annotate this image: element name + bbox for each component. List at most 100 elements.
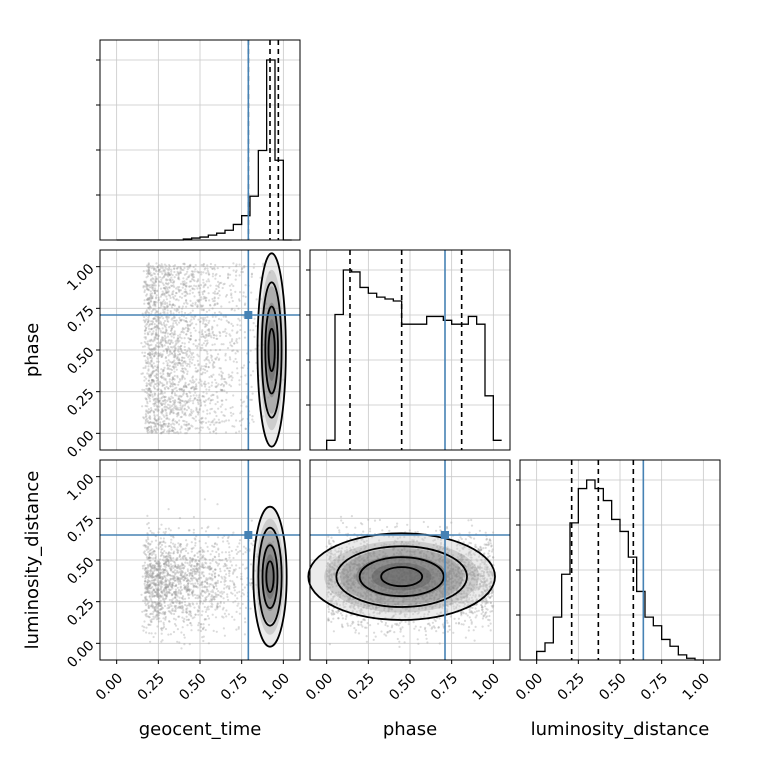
scatter-point bbox=[253, 336, 255, 338]
scatter-point bbox=[491, 610, 493, 612]
scatter-point bbox=[153, 308, 155, 310]
scatter-point bbox=[200, 584, 202, 586]
scatter-point bbox=[218, 574, 220, 576]
scatter-point bbox=[482, 547, 484, 549]
scatter-point bbox=[164, 269, 166, 271]
scatter-point bbox=[231, 329, 233, 331]
scatter-point bbox=[150, 385, 152, 387]
scatter-point bbox=[144, 376, 146, 378]
scatter-point bbox=[173, 271, 175, 273]
scatter-point bbox=[202, 395, 204, 397]
scatter-point bbox=[165, 356, 167, 358]
scatter-point bbox=[224, 584, 226, 586]
scatter-point bbox=[177, 338, 179, 340]
scatter-point bbox=[205, 577, 207, 579]
scatter-point bbox=[160, 524, 162, 526]
scatter-point bbox=[144, 341, 146, 343]
scatter-point bbox=[190, 583, 192, 585]
scatter-point bbox=[230, 561, 232, 563]
scatter-point bbox=[148, 396, 150, 398]
scatter-point bbox=[210, 568, 212, 570]
scatter-point bbox=[163, 550, 165, 552]
scatter-point bbox=[190, 304, 192, 306]
scatter-point bbox=[197, 345, 199, 347]
scatter-point bbox=[162, 332, 164, 334]
scatter-point bbox=[213, 424, 215, 426]
scatter-point bbox=[155, 376, 157, 378]
scatter-point bbox=[252, 370, 254, 372]
scatter-point bbox=[181, 416, 183, 418]
scatter-point bbox=[182, 564, 184, 566]
scatter-point bbox=[184, 288, 186, 290]
scatter-point bbox=[195, 330, 197, 332]
scatter-point bbox=[140, 594, 142, 596]
scatter-point bbox=[198, 563, 200, 565]
scatter-point bbox=[231, 616, 233, 618]
scatter-point bbox=[216, 562, 218, 564]
scatter-point bbox=[236, 331, 238, 333]
scatter-point bbox=[239, 384, 241, 386]
scatter-point bbox=[215, 422, 217, 424]
scatter-point bbox=[173, 268, 175, 270]
scatter-point bbox=[154, 578, 156, 580]
scatter-point bbox=[158, 565, 160, 567]
scatter-point bbox=[214, 569, 216, 571]
scatter-point bbox=[144, 553, 146, 555]
scatter-point bbox=[213, 361, 215, 363]
scatter-point bbox=[192, 276, 194, 278]
scatter-point bbox=[180, 574, 182, 576]
scatter-point bbox=[176, 567, 178, 569]
scatter-point bbox=[238, 298, 240, 300]
scatter-point bbox=[228, 572, 230, 574]
scatter-point bbox=[231, 283, 233, 285]
scatter-point bbox=[181, 601, 183, 603]
scatter-point bbox=[185, 317, 187, 319]
scatter-point bbox=[228, 551, 230, 553]
scatter-point bbox=[195, 302, 197, 304]
scatter-point bbox=[182, 269, 184, 271]
scatter-point bbox=[157, 610, 159, 612]
scatter-point bbox=[141, 611, 143, 613]
scatter-point bbox=[227, 347, 229, 349]
scatter-point bbox=[235, 352, 237, 354]
scatter-point bbox=[168, 359, 170, 361]
scatter-point bbox=[208, 376, 210, 378]
scatter-point bbox=[218, 359, 220, 361]
scatter-point bbox=[181, 308, 183, 310]
scatter-point bbox=[215, 335, 217, 337]
scatter-point bbox=[196, 580, 198, 582]
scatter-point bbox=[182, 404, 184, 406]
scatter-point bbox=[161, 356, 163, 358]
scatter-point bbox=[170, 560, 172, 562]
scatter-point bbox=[192, 558, 194, 560]
scatter-point bbox=[202, 309, 204, 311]
scatter-point bbox=[169, 378, 171, 380]
scatter-point bbox=[446, 622, 448, 624]
scatter-point bbox=[487, 625, 489, 627]
scatter-point bbox=[212, 570, 214, 572]
scatter-point bbox=[164, 569, 166, 571]
scatter-point bbox=[149, 530, 151, 532]
scatter-point bbox=[169, 401, 171, 403]
scatter-point bbox=[165, 324, 167, 326]
scatter-point bbox=[207, 278, 209, 280]
scatter-point bbox=[210, 598, 212, 600]
scatter-point bbox=[182, 620, 184, 622]
scatter-point bbox=[167, 364, 169, 366]
scatter-point bbox=[228, 333, 230, 335]
scatter-point bbox=[208, 309, 210, 311]
scatter-point bbox=[182, 394, 184, 396]
scatter-point bbox=[211, 298, 213, 300]
scatter-point bbox=[173, 551, 175, 553]
scatter-point bbox=[170, 548, 172, 550]
scatter-point bbox=[150, 339, 152, 341]
scatter-point bbox=[168, 508, 170, 510]
scatter-point bbox=[454, 618, 456, 620]
scatter-point bbox=[237, 308, 239, 310]
scatter-point bbox=[178, 527, 180, 529]
scatter-point bbox=[148, 411, 150, 413]
scatter-point bbox=[163, 565, 165, 567]
scatter-point bbox=[185, 273, 187, 275]
scatter-point bbox=[244, 337, 246, 339]
scatter-point bbox=[225, 381, 227, 383]
